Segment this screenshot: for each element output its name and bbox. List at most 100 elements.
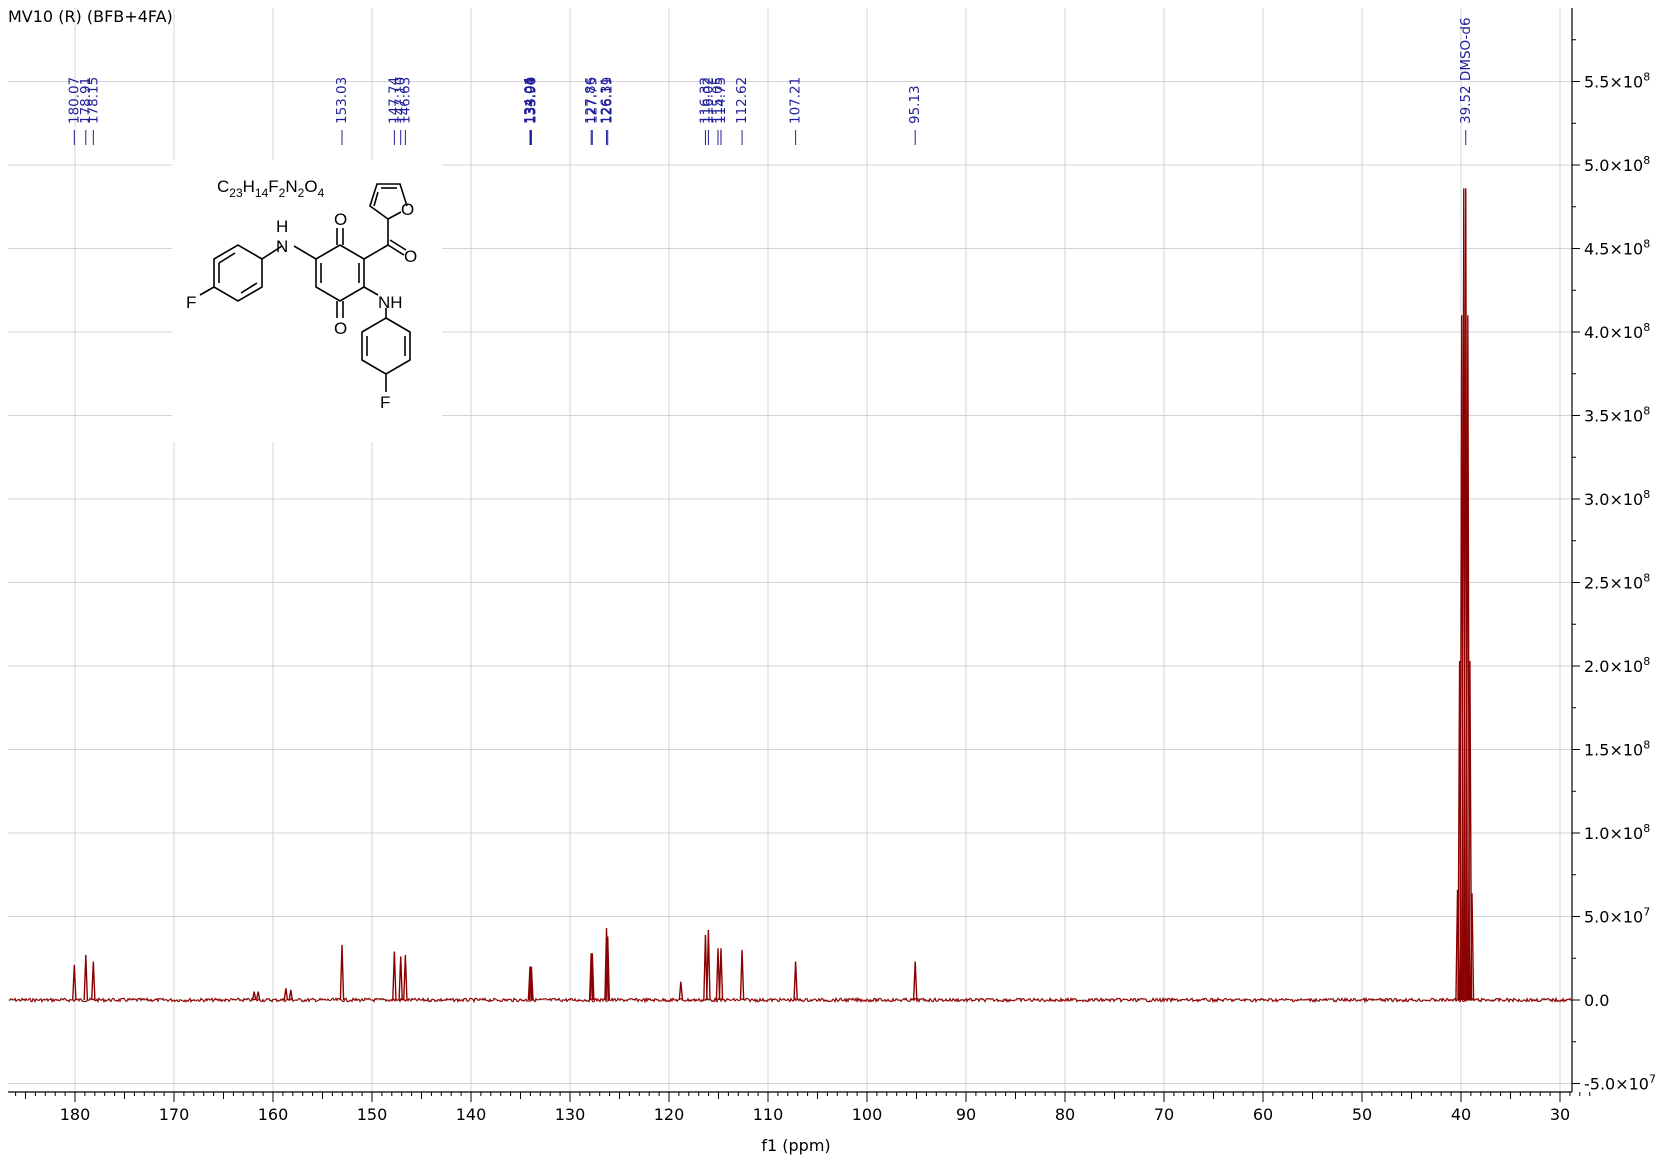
spectrum-peak — [251, 991, 257, 1001]
spectrum-peak — [706, 929, 711, 1001]
spectrum-peak — [912, 961, 918, 1001]
spectrum-peak — [718, 948, 724, 1001]
spectrum-peak — [1467, 660, 1473, 1001]
spectrum-peak — [529, 966, 534, 1001]
atom-label-n: N — [276, 237, 288, 256]
peak-label-text: 133.90 — [523, 77, 539, 124]
spectrum-peak — [283, 988, 289, 1001]
spectrum-peak — [604, 928, 609, 1001]
peak-label: 134.01 — [522, 77, 538, 145]
peak-label: 146.63 — [397, 77, 413, 145]
y-tick-label: 0.0 — [1584, 991, 1609, 1010]
baseline-noise — [8, 996, 1572, 1004]
peak-label: 153.03 — [334, 77, 350, 145]
x-tick-label: 120 — [654, 1105, 685, 1124]
spectrum-peak — [1469, 893, 1475, 1001]
x-tick-label: 150 — [357, 1105, 388, 1124]
axes — [8, 8, 1573, 1093]
peak-label-text: 127.86 — [583, 77, 599, 124]
peak-label-text: 112.62 — [734, 77, 750, 124]
spectrum-peak — [255, 991, 261, 1001]
peak-label: 178.15 — [85, 77, 101, 145]
peak-label: 126.31 — [599, 77, 615, 145]
spectrum-trace — [8, 188, 1572, 1004]
x-tick-label: 70 — [1154, 1105, 1174, 1124]
y-tick-label: 4.5×108 — [1584, 238, 1650, 259]
spectrum-peak — [288, 989, 294, 1001]
peak-label: 147.74 — [386, 77, 402, 145]
x-tick-label: 40 — [1451, 1105, 1471, 1124]
x-tick-label: 130 — [555, 1105, 586, 1124]
peak-label: 180.07 — [66, 77, 82, 145]
atom-label-f-bottom: F — [380, 393, 390, 412]
y-axis-ticks: -5.0×107 0.0 5.0×107 1.0×108 1.5×108 2.0×108 2… — [1572, 39, 1656, 1094]
spectrum-peak — [589, 953, 595, 1001]
atom-label-h: H — [276, 217, 288, 236]
y-tick-label: 1.0×108 — [1584, 822, 1650, 843]
x-tick-label: 100 — [852, 1105, 883, 1124]
x-tick-label: 30 — [1550, 1105, 1570, 1124]
peak-label-text: 126.31 — [599, 77, 615, 124]
spectrum-peak — [91, 961, 96, 1001]
peak-label-text: 178.15 — [85, 77, 101, 124]
peak-label: 39.52 DMSO-d6 — [1458, 17, 1474, 145]
peak-label-text: 114.75 — [713, 77, 729, 124]
spectrum-peak — [72, 964, 77, 1001]
spectrum-peak — [83, 954, 89, 1001]
peak-label: 178.91 — [78, 77, 94, 145]
x-tick-label: 90 — [956, 1105, 976, 1124]
peak-label: 126.19 — [600, 77, 616, 145]
peak-label-text: 126.19 — [600, 77, 616, 124]
peak-label-text: 153.03 — [334, 77, 350, 124]
atom-label-o-bottom: O — [334, 319, 347, 338]
spectrum-peak — [715, 948, 721, 1001]
peak-label-text: 127.75 — [584, 77, 600, 124]
atom-label-o-furan: O — [401, 200, 414, 219]
peak-label: 133.90 — [523, 77, 539, 145]
peak-label-text: 180.07 — [66, 77, 82, 124]
peak-label-text: 147.74 — [386, 77, 402, 124]
peak-label-text: 95.13 — [907, 85, 923, 124]
structure-background — [172, 160, 442, 442]
y-tick-label: -5.0×107 — [1584, 1073, 1656, 1094]
spectrum-peak — [392, 951, 397, 1001]
y-tick-label: 4.0×108 — [1584, 321, 1650, 342]
x-tick-label: 140 — [456, 1105, 487, 1124]
spectrum-peak — [588, 953, 594, 1001]
atom-label-o-ketone: O — [404, 247, 417, 266]
atom-label-f-left: F — [186, 293, 196, 312]
y-tick-label: 5.5×108 — [1584, 71, 1650, 92]
x-tick-label: 80 — [1055, 1105, 1075, 1124]
spectrum-peak — [678, 981, 684, 1001]
y-tick-label: 1.5×108 — [1584, 739, 1650, 760]
y-tick-label: 3.0×108 — [1584, 488, 1650, 509]
x-axis-ticks: 180 170 160 150 140 130 120 110 100 90 80 70 60 50 40 3… — [15, 1092, 1591, 1124]
x-axis-label: f1 (ppm) — [761, 1136, 830, 1155]
x-tick-label: 160 — [258, 1105, 289, 1124]
peak-label: 127.75 — [584, 77, 600, 145]
peak-label: 114.75 — [713, 77, 729, 145]
chart-title: MV10 (R) (BFB+4FA) — [8, 7, 173, 26]
peak-label: 107.21 — [788, 77, 804, 145]
spectrum-peak — [403, 954, 408, 1001]
spectrum-peak — [339, 944, 345, 1001]
x-tick-label: 110 — [753, 1105, 784, 1124]
x-tick-label: 50 — [1352, 1105, 1372, 1124]
y-tick-label: 2.0×108 — [1584, 655, 1650, 676]
y-tick-label: 3.5×108 — [1584, 405, 1650, 426]
peak-label-text: 178.91 — [78, 77, 94, 124]
peak-label-text: 39.52 DMSO-d6 — [1458, 17, 1474, 124]
y-tick-label: 2.5×108 — [1584, 572, 1650, 593]
atom-label-o-top: O — [334, 210, 347, 229]
structure-bonds — [199, 183, 411, 392]
spectrum-peak — [793, 961, 798, 1001]
peak-label: 116.32 — [697, 77, 713, 145]
peak-label-text: 134.01 — [522, 77, 538, 124]
peak-label-text: 107.21 — [788, 77, 804, 124]
x-tick-label: 170 — [159, 1105, 190, 1124]
peak-label-text: 116.02 — [700, 77, 716, 124]
x-tick-label: 60 — [1253, 1105, 1273, 1124]
peak-label: 127.86 — [583, 77, 599, 145]
